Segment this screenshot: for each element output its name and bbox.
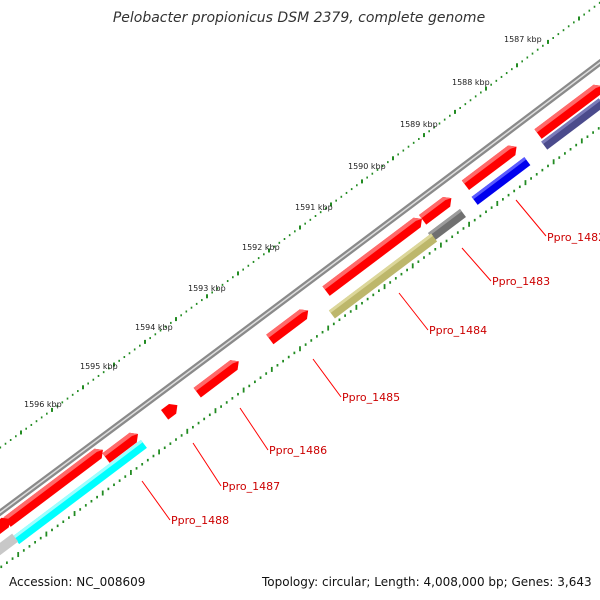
genome-summary-text: Topology: circular; Length: 4,008,000 bp… (261, 575, 592, 589)
gene-arrow-forward[interactable] (461, 142, 520, 191)
feature-bar-purple[interactable] (541, 98, 600, 150)
feature-bar-ppro-1484[interactable] (328, 233, 438, 319)
gene-callout-lines (141, 199, 547, 521)
feature-bar-ppro-1483[interactable] (428, 208, 466, 242)
feature-bars (0, 98, 600, 559)
scale-label-1589: 1589 kbp (400, 120, 438, 129)
scale-label-1596: 1596 kbp (24, 400, 62, 409)
feature-bar-ppro-1482[interactable] (471, 157, 531, 205)
gene-labels: Ppro_1482 Ppro_1483 Ppro_1484 Ppro_1485 … (171, 231, 600, 527)
gene-label-ppro-1485[interactable]: Ppro_1485 (342, 391, 400, 404)
scale-label-1590: 1590 kbp (348, 162, 386, 171)
gene-arrow-forward[interactable] (3, 445, 106, 527)
feature-bar-ppro-1488[interactable] (13, 439, 147, 545)
accession-text: Accession: NC_008609 (9, 575, 145, 589)
gene-arrow-forward[interactable] (193, 357, 243, 398)
scale-label-1591: 1591 kbp (295, 203, 333, 212)
scale-label-1593: 1593 kbp (188, 284, 226, 293)
map-title: Pelobacter propionicus DSM 2379, complet… (113, 10, 485, 26)
gene-arrow-forward[interactable] (161, 400, 181, 420)
gene-arrow-forward[interactable] (0, 514, 14, 536)
scale-label-1592: 1592 kbp (242, 243, 280, 252)
scale-labels: 1587 kbp 1588 kbp 1589 kbp 1590 kbp 1591… (24, 35, 542, 409)
forward-strand-genes (0, 81, 600, 536)
gene-label-ppro-1483[interactable]: Ppro_1483 (492, 275, 550, 288)
gene-label-ppro-1488[interactable]: Ppro_1488 (171, 514, 229, 527)
inner-scale-ticks (0, 127, 600, 569)
gene-arrow-forward[interactable] (266, 306, 312, 345)
gene-label-ppro-1487[interactable]: Ppro_1487 (222, 480, 280, 493)
gene-arrow-forward[interactable] (102, 429, 141, 463)
scale-label-1588: 1588 kbp (452, 78, 490, 87)
genome-backbone (0, 58, 600, 517)
gene-arrow-forward[interactable] (534, 81, 600, 139)
gene-arrow-forward[interactable] (419, 193, 455, 225)
scale-label-1595: 1595 kbp (80, 362, 118, 371)
gene-label-ppro-1484[interactable]: Ppro_1484 (429, 324, 487, 337)
scale-label-1587: 1587 kbp (504, 35, 542, 44)
scale-label-1594: 1594 kbp (135, 323, 173, 332)
gene-label-ppro-1482[interactable]: Ppro_1482 (547, 231, 600, 244)
gene-label-ppro-1486[interactable]: Ppro_1486 (269, 444, 327, 457)
feature-bar-gray[interactable] (0, 533, 19, 559)
gene-arrow-forward[interactable] (322, 214, 425, 296)
scale-dots (0, 1, 600, 449)
